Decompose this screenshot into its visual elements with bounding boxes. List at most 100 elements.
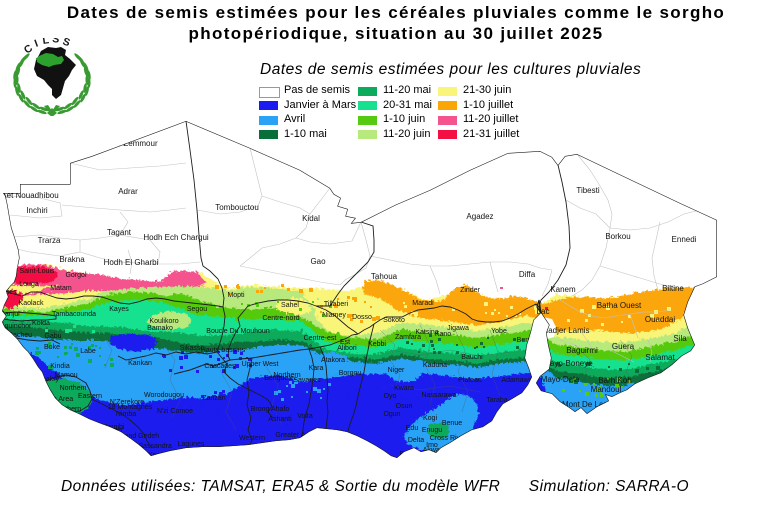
svg-text:C: C bbox=[22, 42, 35, 56]
svg-text:Bayelsa: Bayelsa bbox=[400, 451, 425, 458]
svg-text:18 Montagnes: 18 Montagnes bbox=[108, 404, 153, 411]
svg-text:Salamat: Salamat bbox=[645, 353, 675, 362]
svg-text:Boke: Boke bbox=[44, 344, 60, 351]
svg-text:Northem: Northem bbox=[60, 385, 87, 392]
svg-text:Boucle Du Mouhoun: Boucle Du Mouhoun bbox=[206, 328, 270, 335]
svg-text:Maradi: Maradi bbox=[412, 300, 434, 307]
svg-text:Imo: Imo bbox=[426, 442, 438, 449]
svg-text:Bauchi: Bauchi bbox=[461, 354, 483, 361]
svg-text:N'Zerekore: N'Zerekore bbox=[110, 399, 145, 406]
svg-text:Akwa Ibom: Akwa Ibom bbox=[423, 447, 458, 454]
svg-text:Kankan: Kankan bbox=[128, 360, 152, 367]
svg-text:Ennedi: Ennedi bbox=[672, 235, 697, 244]
svg-text:Greater Accra: Greater Accra bbox=[275, 432, 318, 439]
svg-text:Sahel: Sahel bbox=[281, 302, 299, 309]
svg-text:Est: Est bbox=[340, 339, 350, 346]
svg-text:Baguirmi: Baguirmi bbox=[566, 346, 598, 355]
svg-text:Kano: Kano bbox=[435, 331, 451, 338]
svg-text:Segou: Segou bbox=[187, 306, 207, 313]
svg-text:Adrar: Adrar bbox=[118, 187, 138, 196]
svg-text:Cross River: Cross River bbox=[430, 435, 467, 442]
svg-text:Eastern: Eastern bbox=[78, 393, 102, 400]
svg-text:Ziguinchor: Ziguinchor bbox=[0, 323, 32, 330]
svg-text:Atakora: Atakora bbox=[321, 357, 345, 364]
svg-text:Thies: Thies bbox=[0, 289, 17, 296]
svg-text:Banjul: Banjul bbox=[0, 311, 20, 318]
svg-text:Nimba: Nimba bbox=[116, 411, 136, 418]
svg-text:Western Area: Western Area bbox=[31, 396, 73, 403]
svg-text:Zanzan: Zanzan bbox=[202, 395, 225, 402]
svg-text:Matam: Matam bbox=[50, 285, 72, 292]
svg-text:Zamfara: Zamfara bbox=[395, 334, 421, 341]
svg-text:Tillaberi: Tillaberi bbox=[324, 301, 349, 308]
svg-text:Hadjer Lamis: Hadjer Lamis bbox=[542, 326, 589, 335]
svg-text:Bamako: Bamako bbox=[147, 325, 173, 332]
svg-text:Jigawa: Jigawa bbox=[447, 325, 469, 332]
svg-text:Fromager: Fromager bbox=[93, 427, 124, 434]
svg-text:Yobe: Yobe bbox=[491, 328, 507, 335]
svg-text:Kaolack: Kaolack bbox=[19, 300, 44, 307]
svg-text:Gabu: Gabu bbox=[44, 333, 61, 340]
svg-text:Mont De Lam: Mont De Lam bbox=[562, 400, 610, 409]
svg-text:Ogun: Ogun bbox=[383, 411, 400, 418]
svg-text:Kindia: Kindia bbox=[50, 363, 70, 370]
svg-text:Dosso: Dosso bbox=[352, 314, 372, 321]
svg-text:Tibesti: Tibesti bbox=[576, 186, 599, 195]
svg-text:Kanem: Kanem bbox=[550, 285, 576, 294]
svg-text:Centre-nord: Centre-nord bbox=[262, 315, 299, 322]
svg-text:Plateau: Plateau bbox=[458, 377, 482, 384]
svg-text:Mamou: Mamou bbox=[54, 372, 77, 379]
svg-text:L: L bbox=[42, 38, 51, 47]
svg-text:Mandoul: Mandoul bbox=[591, 385, 622, 394]
svg-text:Sila: Sila bbox=[673, 334, 687, 343]
svg-text:Cacheu: Cacheu bbox=[8, 332, 32, 339]
svg-text:Labe: Labe bbox=[80, 348, 96, 355]
svg-text:Cascades: Cascades bbox=[204, 363, 236, 370]
svg-text:Sinoe Bas-Sassandra: Sinoe Bas-Sassandra bbox=[104, 443, 172, 450]
svg-text:Grand Gedeh: Grand Gedeh bbox=[117, 433, 160, 440]
svg-text:Saint-Louis: Saint-Louis bbox=[19, 268, 55, 275]
svg-text:Centre-est: Centre-est bbox=[304, 335, 337, 342]
svg-text:Southern: Southern bbox=[53, 406, 82, 413]
svg-text:Mayo-Boneye: Mayo-Boneye bbox=[543, 359, 593, 368]
svg-text:Gao: Gao bbox=[310, 257, 326, 266]
svg-text:Brakna: Brakna bbox=[59, 255, 85, 264]
svg-text:Margibi: Margibi bbox=[102, 424, 125, 431]
svg-text:Oyo: Oyo bbox=[384, 393, 397, 400]
svg-text:Kebbi: Kebbi bbox=[368, 341, 386, 348]
svg-text:Agadez: Agadez bbox=[466, 212, 493, 221]
svg-text:Conakry: Conakry bbox=[33, 376, 60, 383]
svg-text:Ashanti: Ashanti bbox=[268, 416, 292, 423]
svg-text:Hauts-bassins: Hauts-bassins bbox=[201, 347, 246, 354]
svg-text:Lac: Lac bbox=[537, 307, 550, 316]
svg-text:Grand Kru: Grand Kru bbox=[127, 452, 159, 459]
svg-text:Tiris Zemmour: Tiris Zemmour bbox=[106, 139, 158, 148]
svg-text:Volta: Volta bbox=[297, 413, 313, 420]
svg-text:Diffa: Diffa bbox=[519, 270, 536, 279]
svg-text:Savanes: Savanes bbox=[293, 377, 321, 384]
svg-text:Borkou: Borkou bbox=[605, 232, 630, 241]
svg-text:Tambacounda: Tambacounda bbox=[52, 311, 96, 318]
svg-text:Kayes: Kayes bbox=[109, 306, 129, 313]
svg-text:Enugu: Enugu bbox=[422, 427, 442, 434]
svg-text:Guera: Guera bbox=[612, 342, 635, 351]
svg-text:Gorgol: Gorgol bbox=[65, 272, 86, 279]
svg-text:Benguele: Benguele bbox=[264, 375, 294, 382]
svg-text:Brong Ahafo: Brong Ahafo bbox=[251, 406, 290, 413]
svg-text:Kara: Kara bbox=[309, 365, 324, 372]
svg-text:Tahoua: Tahoua bbox=[371, 272, 398, 281]
svg-text:Adamawa: Adamawa bbox=[501, 377, 532, 384]
svg-text:Aët Nouadhibou: Aët Nouadhibou bbox=[1, 191, 58, 200]
svg-text:Biltine: Biltine bbox=[662, 284, 684, 293]
svg-text:Edu: Edu bbox=[406, 425, 419, 432]
svg-text:I: I bbox=[33, 38, 40, 50]
svg-text:Zinder: Zinder bbox=[460, 287, 481, 294]
svg-text:Tagant: Tagant bbox=[107, 228, 132, 237]
svg-text:Kaduna: Kaduna bbox=[423, 362, 447, 369]
svg-text:N'zi Comoe: N'zi Comoe bbox=[157, 408, 193, 415]
svg-text:Kidal: Kidal bbox=[302, 214, 320, 223]
svg-text:S: S bbox=[52, 38, 60, 46]
svg-text:Tombouctou: Tombouctou bbox=[215, 203, 259, 212]
svg-text:Upper West: Upper West bbox=[242, 361, 279, 368]
svg-text:Mayo-Dala: Mayo-Dala bbox=[541, 375, 580, 384]
